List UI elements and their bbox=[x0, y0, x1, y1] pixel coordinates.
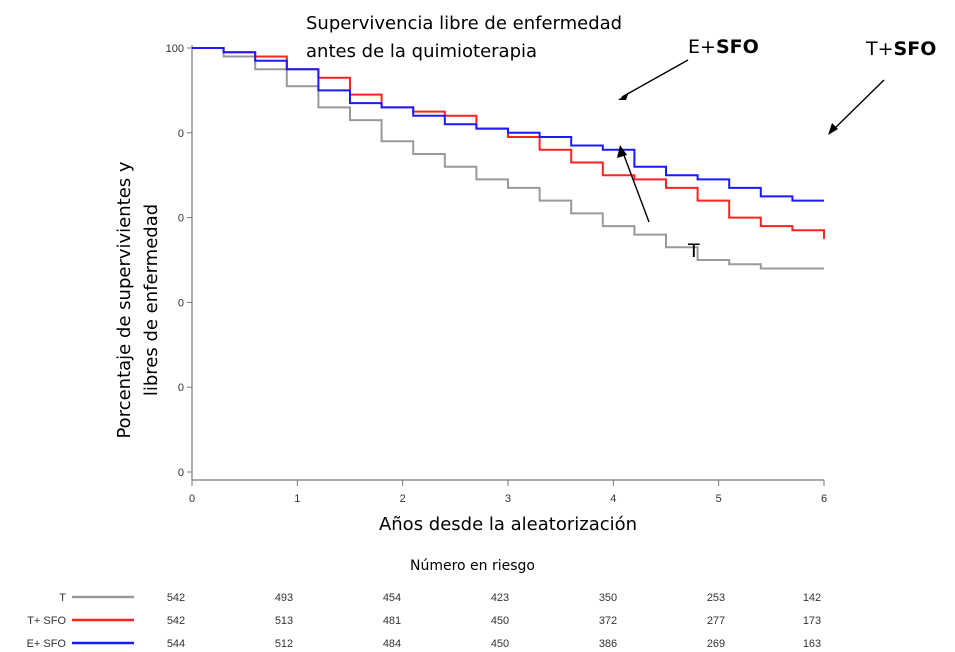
risk-table: T 542 493 454 423 350 253 142 T+ SFO 542 513 481 450… bbox=[27, 592, 822, 650]
y-axis-label-line-2: libres de enfermedad bbox=[141, 204, 162, 396]
x-tick-label: 2 bbox=[400, 493, 406, 505]
series-line-e-sfo bbox=[192, 47, 824, 202]
annotation-t: T bbox=[687, 240, 700, 262]
risk-table-cell: 269 bbox=[707, 638, 725, 650]
y-tick-label: 0 bbox=[178, 297, 184, 309]
y-tick-label: 0 bbox=[178, 213, 184, 225]
x-tick-label: 4 bbox=[610, 493, 616, 505]
y-axis-label-line-1: Porcentaje de supervivientes y bbox=[114, 161, 135, 438]
y-tick-label: 0 bbox=[178, 382, 184, 394]
risk-table-cell: 173 bbox=[803, 615, 821, 627]
y-ticks: 0 0 0 0 0 100 bbox=[166, 43, 192, 479]
annotation-e-sfo-arrow bbox=[621, 59, 689, 98]
risk-table-cell: 542 bbox=[167, 615, 185, 627]
annotation-e-sfo: E+SFO bbox=[688, 36, 759, 58]
chart-title-line-2: antes de la quimioterapia bbox=[306, 41, 537, 62]
risk-table-cell: 450 bbox=[491, 615, 509, 627]
annotation-t-sfo: T+SFO bbox=[865, 38, 936, 60]
risk-table-cell: 423 bbox=[491, 592, 509, 604]
risk-table-cell: 163 bbox=[803, 638, 821, 650]
risk-table-cell: 386 bbox=[599, 638, 617, 650]
x-ticks: 0 1 2 3 4 5 6 bbox=[189, 480, 827, 505]
series-line-t bbox=[192, 47, 824, 270]
y-tick-label: 0 bbox=[178, 467, 184, 479]
risk-table-cell: 350 bbox=[599, 592, 617, 604]
risk-table-cell: 512 bbox=[275, 638, 293, 650]
risk-table-cell: 542 bbox=[167, 592, 185, 604]
annotation-e-sfo-bold: SFO bbox=[716, 36, 759, 58]
series-layer bbox=[192, 47, 825, 270]
risk-table-cell: 142 bbox=[803, 592, 821, 604]
risk-table-title: Número en riesgo bbox=[410, 558, 535, 574]
risk-table-cell: 253 bbox=[707, 592, 725, 604]
annotation-t-sfo-bold: SFO bbox=[894, 38, 937, 60]
y-tick-label: 0 bbox=[178, 128, 184, 140]
risk-row-label: T bbox=[59, 592, 66, 604]
risk-row-label: T+ SFO bbox=[27, 615, 66, 627]
x-tick-label: 1 bbox=[294, 493, 300, 505]
x-tick-label: 6 bbox=[821, 493, 827, 505]
annotation-e-sfo-arrowhead bbox=[618, 92, 629, 100]
x-tick-label: 0 bbox=[189, 493, 195, 505]
risk-table-cell: 450 bbox=[491, 638, 509, 650]
risk-row-label: E+ SFO bbox=[27, 638, 67, 650]
risk-table-cell: 372 bbox=[599, 615, 617, 627]
annotation-e-sfo-prefix: E+ bbox=[688, 36, 716, 58]
annotation-t-sfo-arrow bbox=[831, 79, 885, 132]
x-tick-label: 5 bbox=[716, 493, 722, 505]
risk-table-cell: 544 bbox=[167, 638, 185, 650]
risk-table-cell: 481 bbox=[383, 615, 401, 627]
annotation-t-sfo-prefix: T+ bbox=[865, 38, 894, 60]
risk-table-cell: 493 bbox=[275, 592, 293, 604]
x-axis-label: Años desde la aleatorización bbox=[379, 514, 637, 535]
risk-table-cell: 484 bbox=[383, 638, 401, 650]
chart-title-line-1: Supervivencia libre de enfermedad bbox=[306, 13, 622, 34]
risk-table-cell: 454 bbox=[383, 592, 401, 604]
annotation-t-arrow bbox=[621, 149, 650, 223]
risk-table-cell: 277 bbox=[707, 615, 725, 627]
x-tick-label: 3 bbox=[505, 493, 511, 505]
risk-table-cell: 513 bbox=[275, 615, 293, 627]
annotation-t-arrowhead bbox=[617, 145, 627, 158]
y-tick-label: 100 bbox=[166, 43, 184, 55]
annotation-t-sfo-arrowhead bbox=[828, 123, 838, 135]
